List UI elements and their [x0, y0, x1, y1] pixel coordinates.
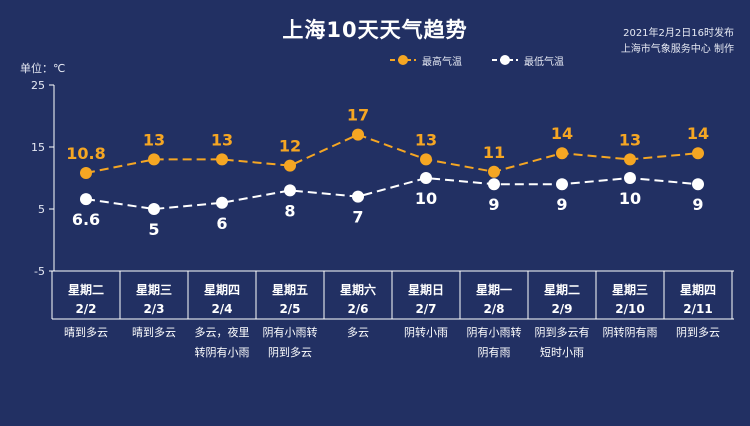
y-tick-label: 25 [31, 79, 45, 92]
max-temp-label: 12 [279, 137, 301, 156]
weather-description: 阴转小雨 [404, 325, 448, 339]
weather-description: 多云 [347, 325, 369, 339]
min-temp-point [692, 178, 704, 191]
unit-label: 单位：℃ [20, 62, 66, 75]
min-temp-point [148, 203, 160, 215]
max-temp-point [352, 128, 364, 141]
y-tick-label: -5 [34, 265, 45, 278]
max-temp-label: 13 [415, 130, 437, 149]
y-tick-label: 5 [38, 203, 45, 216]
max-temp-point [148, 153, 160, 166]
min-temp-label: 9 [488, 195, 499, 214]
x-label-date: 2/7 [415, 302, 436, 316]
x-label-date: 2/8 [483, 302, 504, 316]
min-temp-point [284, 184, 296, 197]
x-label-date: 2/6 [347, 302, 368, 316]
min-temp-label: 10 [415, 189, 437, 208]
max-temp-label: 14 [551, 124, 573, 143]
x-label-weekday: 星期四 [204, 282, 240, 297]
max-temp-point [284, 159, 296, 172]
x-label-date: 2/5 [279, 302, 300, 316]
min-temp-label: 10 [619, 189, 641, 208]
x-label-date: 2/10 [615, 302, 644, 316]
legend-min-label: 最低气温 [524, 56, 564, 68]
x-label-weekday: 星期三 [136, 282, 172, 297]
max-temp-point [624, 153, 636, 166]
x-label-weekday: 星期一 [476, 282, 512, 297]
weather-description: 多云，夜里 [195, 325, 250, 339]
weather-description: 阴有小雨转 [263, 325, 318, 339]
min-temp-label: 7 [352, 208, 363, 227]
legend-item-min: 最低气温 [492, 51, 564, 69]
min-temp-label: 9 [692, 195, 703, 214]
min-temp-label: 9 [556, 195, 567, 214]
x-label-weekday: 星期四 [680, 282, 716, 297]
weather-description: 阴有雨 [478, 345, 511, 359]
weather-description: 阴到多云有 [535, 325, 590, 339]
x-label-date: 2/3 [143, 302, 164, 316]
x-label-date: 2/4 [211, 302, 232, 316]
max-temp-label: 11 [483, 143, 505, 162]
min-temp-label: 8 [284, 201, 295, 220]
max-temp-point [488, 165, 500, 178]
min-temp-line [85, 176, 699, 211]
legend-max-marker [390, 55, 416, 65]
weather-description: 转阴有小雨 [195, 345, 250, 359]
max-temp-label: 13 [211, 130, 233, 149]
weather-description: 阴转阴有雨 [603, 325, 658, 339]
max-temp-label: 14 [687, 124, 709, 143]
weather-description: 晴到多云 [132, 325, 176, 339]
weather-description: 阴到多云 [268, 345, 312, 359]
x-label-weekday: 星期六 [340, 282, 376, 297]
publisher: 上海市气象服务中心 制作 [620, 44, 734, 55]
max-temp-line [85, 133, 699, 175]
min-temp-label: 5 [148, 220, 159, 239]
min-temp-label: 6.6 [72, 210, 100, 229]
max-temp-point [420, 153, 432, 166]
weather-description: 阴到多云 [676, 325, 720, 339]
y-tick-label: 15 [31, 141, 45, 154]
publish-time: 2021年2月2日16时发布 [623, 28, 734, 39]
min-temp-point [80, 193, 92, 206]
weather-description: 短时小雨 [540, 345, 584, 359]
legend-min-marker [492, 55, 518, 65]
max-temp-label: 13 [619, 130, 641, 149]
max-temp-point [692, 147, 704, 160]
min-temp-point [352, 190, 364, 203]
min-temp-label: 6 [216, 214, 227, 233]
min-temp-point [624, 172, 636, 184]
x-label-weekday: 星期二 [68, 282, 104, 297]
min-temp-point [488, 178, 500, 191]
legend-item-max: 最高气温 [390, 51, 462, 69]
max-temp-point [216, 153, 228, 166]
legend-max-label: 最高气温 [422, 56, 462, 68]
x-label-weekday: 星期三 [612, 282, 648, 297]
x-label-weekday: 星期二 [544, 282, 580, 297]
x-label-weekday: 星期日 [408, 282, 444, 297]
chart-title: 上海10天天气趋势 [282, 18, 468, 42]
max-temp-point [556, 147, 568, 160]
weather-description: 晴到多云 [64, 325, 108, 339]
min-temp-point [556, 178, 568, 191]
min-temp-point [216, 196, 228, 209]
x-label-date: 2/9 [551, 302, 572, 316]
max-temp-label: 10.8 [66, 144, 105, 163]
max-temp-label: 13 [143, 130, 165, 149]
x-label-date: 2/11 [683, 302, 712, 316]
x-label-date: 2/2 [75, 302, 96, 316]
x-label-weekday: 星期五 [272, 282, 308, 297]
max-temp-label: 17 [347, 106, 369, 125]
max-temp-point [80, 167, 92, 180]
min-temp-point [420, 172, 432, 184]
weather-description: 阴有小雨转 [467, 325, 522, 339]
